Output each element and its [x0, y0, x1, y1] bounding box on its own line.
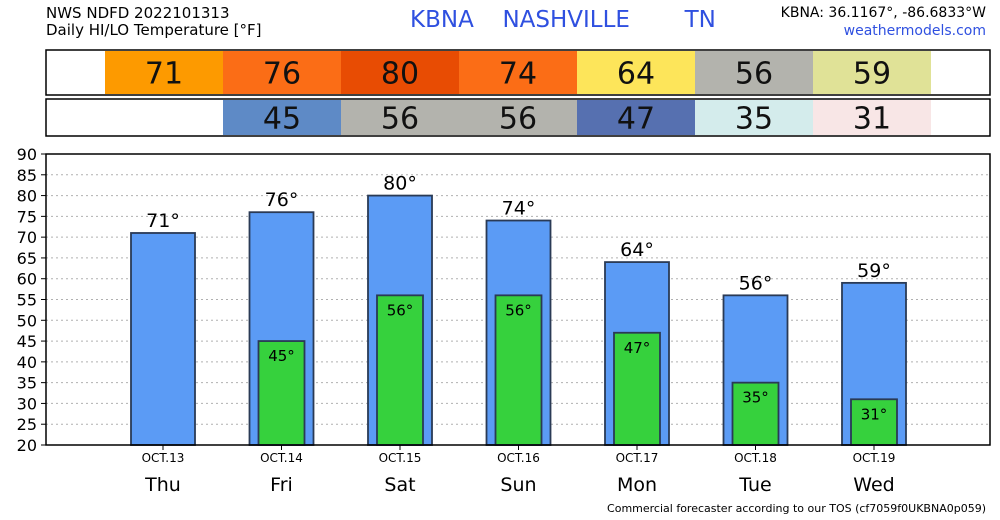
date-label: OCT.17 — [616, 451, 659, 465]
lo-temp-bar — [850, 398, 898, 446]
day-label: Mon — [617, 474, 657, 496]
hi-summary-value: 80 — [381, 57, 419, 92]
hi-summary-cell — [459, 51, 577, 94]
y-tick-label: 45 — [17, 332, 37, 351]
hi-temp-label: 80° — [383, 173, 417, 195]
y-tick-label: 70 — [17, 228, 37, 247]
hi-summary-cell — [223, 51, 341, 94]
y-tick-label: 30 — [17, 394, 37, 413]
y-tick-label: 75 — [17, 207, 37, 226]
hi-temp-label: 56° — [739, 272, 773, 294]
hi-summary-value: 56 — [735, 57, 773, 92]
hi-summary-value: 74 — [499, 57, 537, 92]
hi-summary-cell — [813, 51, 931, 94]
lo-temp-label: 47° — [624, 339, 651, 357]
date-label: OCT.18 — [734, 451, 777, 465]
hi-temp-label: 64° — [620, 239, 654, 261]
station-title: KBNA NASHVILLE TN — [410, 7, 716, 33]
hi-summary-value: 64 — [617, 57, 655, 92]
model-run-label: NWS NDFD 2022101313 — [46, 4, 230, 22]
site-link[interactable]: weathermodels.com — [843, 23, 986, 39]
lo-temp-bar — [257, 340, 306, 446]
y-tick-label: 90 — [17, 145, 37, 164]
lo-temp-bar — [613, 331, 661, 446]
hi-summary-value: 59 — [853, 57, 891, 92]
date-label: OCT.13 — [142, 451, 185, 465]
date-label: OCT.16 — [497, 451, 540, 465]
station-id: KBNA — [410, 7, 474, 33]
hi-temp-label: 74° — [502, 198, 536, 220]
lo-temp-bar — [376, 294, 424, 446]
lo-summary-value: 56 — [381, 102, 419, 137]
date-label: OCT.19 — [853, 451, 896, 465]
hi-temp-label: 71° — [146, 210, 180, 232]
date-label: OCT.14 — [260, 451, 303, 465]
lo-summary-cell — [577, 100, 695, 135]
hi-summary-cell — [341, 51, 459, 94]
lo-temp-label: 31° — [861, 405, 888, 423]
footer-note: Commercial forecaster according to our T… — [607, 502, 986, 515]
day-label: Thu — [144, 474, 181, 496]
lo-temp-bar — [731, 381, 780, 446]
lo-temp-bar — [494, 294, 543, 446]
station-city: NASHVILLE — [502, 7, 630, 33]
day-label: Tue — [738, 474, 771, 496]
lo-summary-value: 31 — [853, 102, 891, 137]
lo-summary-cell — [105, 100, 223, 135]
hi-summary-cell — [695, 51, 813, 94]
y-tick-label: 85 — [17, 166, 37, 185]
hi-temp-label: 76° — [265, 189, 299, 211]
lo-summary-value: 56 — [499, 102, 537, 137]
lo-summary-cell — [695, 100, 813, 135]
hi-temp-bar — [130, 232, 196, 446]
lo-temp-label: 56° — [387, 301, 414, 319]
y-tick-label: 35 — [17, 374, 37, 393]
station-coordinates: KBNA: 36.1167°, -86.6833°W — [780, 5, 986, 21]
y-tick-label: 40 — [17, 353, 37, 372]
y-tick-label: 60 — [17, 270, 37, 289]
hi-summary-cell — [577, 51, 695, 94]
day-label: Sat — [384, 474, 415, 496]
hi-summary-value: 76 — [263, 57, 301, 92]
plot-frame — [45, 153, 991, 446]
hi-temp-label: 59° — [857, 260, 891, 282]
lo-summary-cell — [223, 100, 341, 135]
day-label: Sun — [500, 474, 536, 496]
lo-summary-value: 45 — [263, 102, 301, 137]
lo-temp-label: 45° — [268, 347, 295, 365]
lo-summary-cell — [813, 100, 931, 135]
lo-summary-cell — [341, 100, 459, 135]
lo-temp-label: 35° — [742, 389, 769, 407]
station-state: TN — [684, 7, 716, 33]
lo-summary-value: 47 — [617, 102, 655, 137]
y-tick-label: 65 — [17, 249, 37, 268]
y-tick-label: 55 — [17, 291, 37, 310]
hi-summary-value: 71 — [145, 57, 183, 92]
lo-temp-label: 56° — [505, 301, 532, 319]
hi-summary-cell — [105, 51, 223, 94]
date-label: OCT.15 — [379, 451, 422, 465]
day-label: Wed — [853, 474, 894, 496]
y-tick-label: 20 — [17, 436, 37, 455]
y-tick-label: 50 — [17, 311, 37, 330]
chart-subtitle: Daily HI/LO Temperature [°F] — [46, 21, 262, 39]
y-tick-label: 25 — [17, 415, 37, 434]
y-tick-label: 80 — [17, 187, 37, 206]
day-label: Fri — [270, 474, 293, 496]
lo-summary-value: 35 — [735, 102, 773, 137]
lo-summary-cell — [459, 100, 577, 135]
